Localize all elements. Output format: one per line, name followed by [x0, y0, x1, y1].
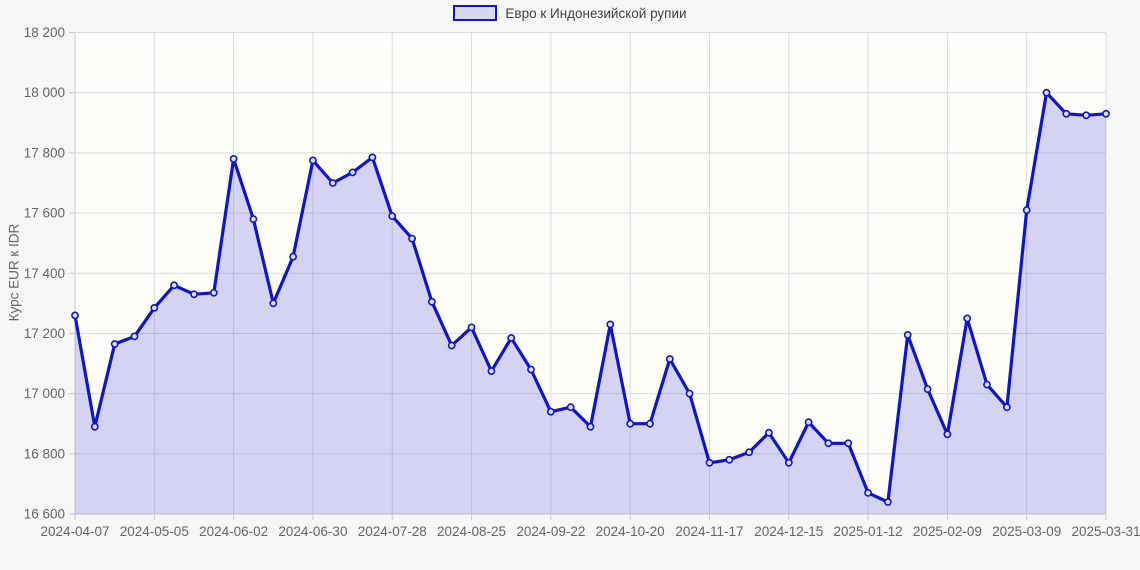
y-tick-label: 17 000 — [24, 386, 65, 401]
data-point-marker[interactable] — [170, 281, 178, 290]
y-tick-label: 17 800 — [24, 145, 65, 160]
legend-item-label: Евро к Индонезийской рупии — [505, 5, 687, 21]
series-area-fill — [75, 92, 1106, 514]
data-point-marker[interactable] — [844, 439, 853, 448]
data-point-marker[interactable] — [1102, 109, 1110, 118]
data-point-marker[interactable] — [1082, 111, 1091, 120]
data-point-marker[interactable] — [1042, 88, 1051, 97]
data-point-marker[interactable] — [150, 303, 159, 312]
data-point-marker[interactable] — [1022, 206, 1031, 214]
data-point-marker[interactable] — [705, 458, 714, 467]
data-point-marker[interactable] — [983, 380, 991, 389]
y-axis-title: Курс EUR к IDR — [6, 223, 22, 322]
y-tick-label: 16 600 — [24, 507, 65, 522]
y-tick-label: 17 600 — [24, 206, 65, 221]
data-point-marker[interactable] — [71, 311, 79, 320]
x-tick-label: 2024-11-17 — [675, 524, 743, 539]
data-point-marker[interactable] — [884, 498, 892, 506]
data-point-marker[interactable] — [527, 365, 535, 374]
x-tick-label: 2024-12-15 — [754, 524, 823, 539]
data-point-marker[interactable] — [328, 179, 337, 187]
data-point-marker[interactable] — [467, 323, 476, 332]
data-point-marker[interactable] — [388, 212, 397, 220]
y-tick-label: 16 800 — [24, 446, 65, 461]
x-tick-label: 2024-06-02 — [199, 524, 268, 539]
data-point-marker[interactable] — [130, 332, 139, 341]
x-tick-label: 2025-01-12 — [834, 524, 903, 539]
data-point-marker[interactable] — [745, 448, 753, 457]
data-point-marker[interactable] — [269, 299, 278, 308]
data-point-marker[interactable] — [824, 439, 833, 448]
data-point-marker[interactable] — [308, 156, 317, 165]
chart-legend: Евро к Индонезийской рупии — [0, 5, 1140, 21]
x-tick-label: 2024-09-22 — [516, 524, 585, 539]
x-tick-label: 2024-10-20 — [596, 524, 665, 539]
y-tick-label: 18 200 — [24, 25, 65, 40]
x-tick-label: 2024-07-28 — [358, 524, 427, 539]
data-point-marker[interactable] — [546, 407, 555, 416]
x-tick-label: 2025-02-09 — [913, 524, 982, 539]
data-point-marker[interactable] — [566, 403, 575, 412]
data-point-marker[interactable] — [408, 234, 416, 243]
y-tick-label: 17 400 — [24, 266, 65, 281]
data-point-marker[interactable] — [427, 297, 436, 306]
data-point-marker[interactable] — [586, 422, 595, 431]
data-point-marker[interactable] — [90, 422, 99, 431]
data-point-marker[interactable] — [864, 488, 872, 497]
legend-item-eur-idr[interactable]: Евро к Индонезийской рупии — [453, 5, 687, 21]
data-point-marker[interactable] — [606, 320, 615, 329]
data-point-marker[interactable] — [903, 330, 912, 339]
x-tick-label: 2024-04-07 — [40, 524, 109, 539]
data-point-marker[interactable] — [447, 341, 456, 350]
data-point-marker[interactable] — [725, 455, 734, 464]
data-point-marker[interactable] — [943, 430, 952, 439]
data-point-marker[interactable] — [487, 367, 496, 375]
data-point-marker[interactable] — [765, 428, 773, 437]
data-point-marker[interactable] — [348, 168, 357, 177]
data-point-marker[interactable] — [963, 314, 972, 323]
data-point-marker[interactable] — [190, 290, 198, 299]
series-swatch-icon — [453, 5, 498, 21]
data-point-marker[interactable] — [665, 355, 674, 363]
data-point-marker[interactable] — [289, 252, 297, 261]
data-point-marker[interactable] — [110, 340, 119, 348]
y-tick-label: 18 000 — [24, 85, 65, 100]
data-point-marker[interactable] — [1062, 109, 1071, 118]
data-point-marker[interactable] — [368, 153, 377, 162]
data-point-marker[interactable] — [507, 334, 516, 342]
x-tick-label: 2025-03-09 — [992, 524, 1061, 539]
x-tick-label: 2024-08-25 — [437, 524, 506, 539]
data-point-marker[interactable] — [923, 385, 932, 393]
x-tick-label: 2024-06-30 — [278, 524, 347, 539]
data-point-marker[interactable] — [626, 419, 635, 428]
x-tick-label: 2024-05-05 — [120, 524, 189, 539]
data-point-marker[interactable] — [804, 418, 813, 427]
data-point-marker[interactable] — [784, 458, 793, 467]
data-point-marker[interactable] — [229, 154, 238, 163]
data-point-marker[interactable] — [249, 215, 258, 223]
x-tick-label: 2025-03-31 — [1071, 524, 1140, 539]
data-point-marker[interactable] — [685, 389, 694, 398]
data-point-marker[interactable] — [646, 419, 654, 428]
data-point-marker[interactable] — [1003, 403, 1011, 412]
y-tick-label: 17 200 — [24, 326, 65, 341]
data-point-marker[interactable] — [209, 288, 218, 297]
